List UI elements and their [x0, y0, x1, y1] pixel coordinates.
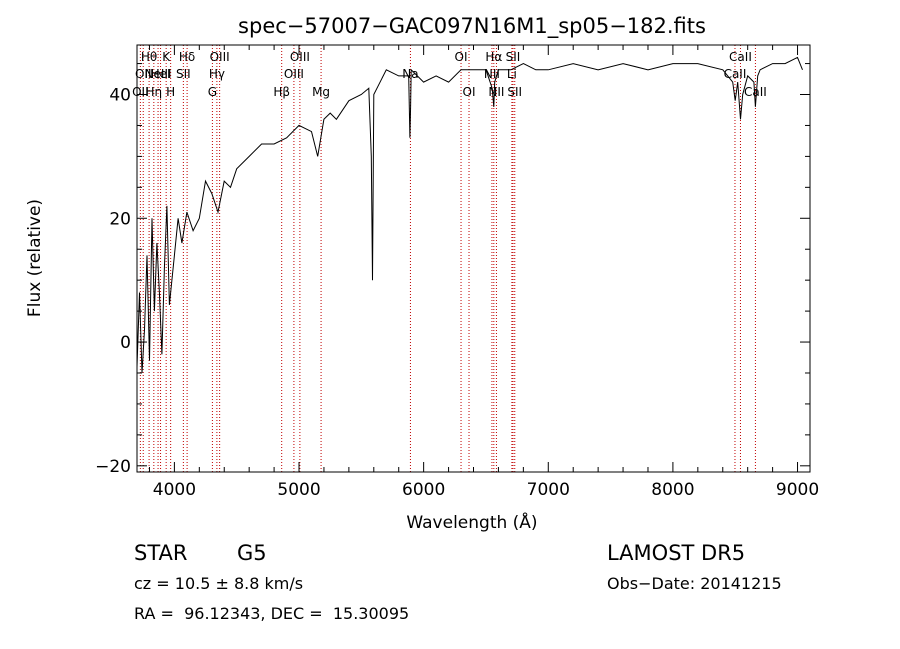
plot-frame — [136, 44, 811, 473]
line-label: NII — [488, 85, 504, 99]
line-label: Hθ — [141, 50, 157, 64]
x-tick-label: 7000 — [527, 480, 570, 500]
x-tick-label: 8000 — [651, 480, 694, 500]
line-label: OIII — [210, 50, 230, 64]
line-label: Hβ — [273, 85, 290, 99]
line-label: H — [166, 85, 175, 99]
line-label: HeI — [151, 67, 171, 81]
x-tick-label: 9000 — [776, 480, 819, 500]
survey-name: LAMOST DR5 — [607, 541, 746, 565]
line-label: SII — [506, 50, 521, 64]
line-label: Li — [507, 67, 517, 81]
line-label: OII — [132, 85, 149, 99]
y-tick-label: 40 — [109, 86, 131, 106]
line-label: OIII — [290, 50, 310, 64]
line-label: Mg — [312, 85, 330, 99]
coordinates: RA = 96.12343, DEC = 15.30095 — [134, 604, 410, 623]
x-tick-label: 6000 — [402, 480, 445, 500]
y-axis: −20 0 20 40 — [95, 63, 810, 477]
line-label: Hδ — [179, 50, 195, 64]
line-label: Hγ — [209, 67, 225, 81]
object-class: STAR — [134, 541, 188, 565]
x-tick-label: 5000 — [277, 480, 320, 500]
spectrum-line — [136, 56, 803, 374]
chart-title: spec−57007−GAC097N16M1_sp05−182.fits — [238, 14, 706, 39]
line-label: NeIII — [145, 67, 172, 81]
x-tick-label: 4000 — [153, 480, 196, 500]
line-label: CaII — [724, 67, 747, 81]
observation-date: Obs−Date: 20141215 — [607, 574, 782, 593]
y-tick-label: 20 — [109, 209, 131, 229]
line-label: CaII — [744, 85, 767, 99]
x-axis-label: Wavelength (Å) — [406, 511, 537, 533]
y-tick-label: −20 — [95, 457, 131, 477]
y-tick-label: 0 — [120, 333, 131, 353]
line-label: OIII — [284, 67, 304, 81]
line-label: SII — [176, 67, 191, 81]
redshift-velocity: cz = 10.5 ± 8.8 km/s — [134, 574, 304, 593]
object-subclass: G5 — [237, 541, 267, 565]
line-labels: OIIOIIHθHηNeIIIHeIKHSIIHδGHγOIIIHβOIIIOI… — [132, 50, 767, 99]
line-label: K — [162, 50, 171, 64]
line-markers — [139, 45, 756, 472]
line-label: G — [208, 85, 217, 99]
line-label: OI — [463, 85, 476, 99]
line-label: Na — [402, 67, 418, 81]
line-label: OII — [135, 67, 152, 81]
line-label: Hη — [146, 85, 163, 99]
x-axis: 4000 5000 6000 7000 8000 9000 — [148, 45, 819, 500]
line-label: CaII — [729, 50, 752, 64]
line-label: SII — [507, 85, 522, 99]
line-label: Hα — [485, 50, 502, 64]
line-label: OI — [455, 50, 468, 64]
y-axis-label: Flux (relative) — [25, 199, 45, 317]
